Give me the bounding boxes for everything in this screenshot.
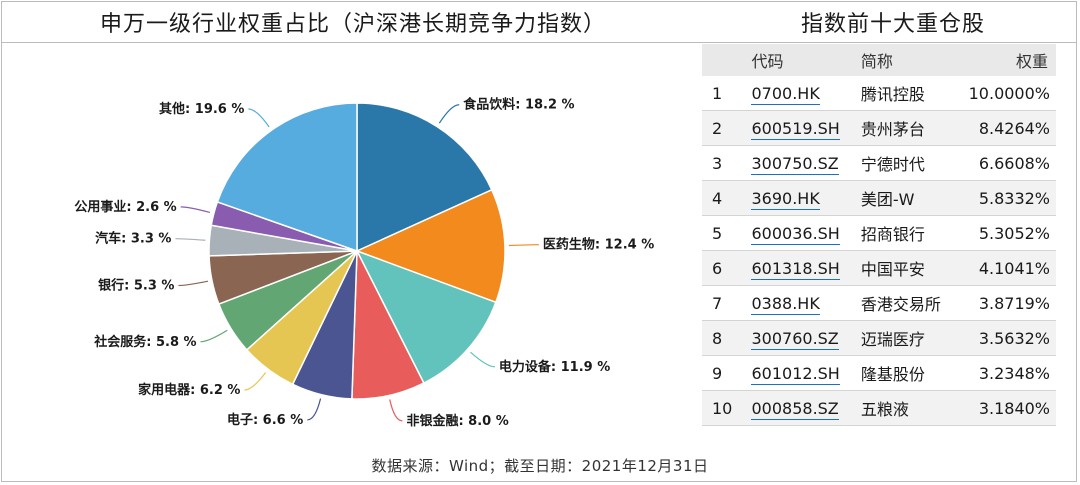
cell-name: 美团-W [860,180,969,216]
cell-code: 601318.SH [751,250,861,286]
table-body: 1 0700.HK 腾讯控股 10.0000% 2 600519.SH 贵州茅台 8.4264… [702,76,1056,426]
cell-name: 招商银行 [860,215,969,251]
table-title: 指数前十大重仓股 [800,12,985,37]
cell-index: 7 [702,285,752,321]
cell-code: 600036.SH [751,215,861,251]
pie-chart-title: 申万一级行业权重占比（沪深港长期竞争力指数） [99,12,606,37]
cell-index: 3 [702,145,752,181]
cell-index: 4 [702,180,752,216]
title-divider [1,42,1077,43]
pie-slice-label: 电子: 6.6 % [227,412,303,428]
pie-leader-line [244,372,267,391]
table-row: 10 000858.SZ 五粮液 3.1840% [702,390,1056,426]
cell-name: 腾讯控股 [860,76,969,111]
pie-slice [355,249,497,385]
cell-name: 隆基股份 [860,355,969,391]
stock-code-link[interactable]: 0388.HK [751,293,820,315]
stock-code-link[interactable]: 3690.HK [751,188,820,210]
table-row: 1 0700.HK 腾讯控股 10.0000% [702,76,1056,111]
stock-code-link[interactable]: 300750.SZ [751,153,839,175]
source-note: 数据来源：Wind；截至日期：2021年12月31日 [371,457,709,475]
pie-slice [355,188,506,304]
pie-slice-label: 电力设备: 11.9 % [499,359,610,375]
stock-code-link[interactable]: 600036.SH [751,223,840,245]
stock-code-link[interactable]: 000858.SZ [751,398,839,420]
top-holdings-table: 代码 简称 权重 1 0700.HK 腾讯控股 10.0000% 2 600519.SH 贵… [702,44,1056,426]
pie-leader-line [307,398,322,421]
cell-index: 8 [702,320,752,356]
cell-index: 10 [702,390,752,426]
cell-code: 600519.SH [751,110,861,146]
pie-leader-line [389,399,403,422]
pie-slice-label: 公用事业: 2.6 % [74,199,176,215]
cell-weight: 5.3052% [968,215,1056,251]
pie-slice-label: 其他: 19.6 % [159,101,244,117]
cell-code: 0700.HK [751,76,861,111]
cell-code: 300760.SZ [751,320,861,356]
pie-slice-label: 社会服务: 5.8 % [93,334,196,350]
cell-weight: 5.8332% [968,180,1056,216]
pie-slice-label: 银行: 5.3 % [98,278,174,294]
cell-weight: 4.1041% [968,250,1056,286]
table-row: 4 3690.HK 美团-W 5.8332% [702,180,1056,216]
cell-index: 1 [702,76,752,111]
pie-leader-line [180,206,211,214]
cell-weight: 10.0000% [968,76,1056,111]
cell-code: 300750.SZ [751,145,861,181]
cell-index: 6 [702,250,752,286]
stock-code-link[interactable]: 300760.SZ [751,328,839,350]
cell-name: 中国平安 [860,250,969,286]
pie-slice-label: 食品饮料: 18.2 % [463,97,574,113]
cell-name: 五粮液 [860,390,969,426]
cell-code: 601012.SH [751,355,861,391]
pie-slice-label: 汽车: 3.3 % [95,231,171,247]
cell-weight: 6.6608% [968,145,1056,181]
pie-slice-label: 医药生物: 12.4 % [543,237,654,253]
table-row: 6 601318.SH 中国平安 4.1041% [702,250,1056,286]
pie-leader-line [200,329,228,343]
cell-name: 贵州茅台 [860,110,969,146]
header-name: 简称 [860,52,893,71]
stock-code-link[interactable]: 601012.SH [751,363,840,385]
header-weight: 权重 [1015,52,1048,71]
header-index [702,44,751,76]
cell-name: 香港交易所 [860,285,969,321]
table-row: 3 300750.SZ 宁德时代 6.6608% [702,145,1056,181]
pie-leader-line [178,280,209,287]
cell-code: 3690.HK [751,180,861,216]
industry-pie-chart: 食品饮料: 18.2 % 医药生物: 12.4 % 电力设备: 11.9 % 非银金融… [74,97,654,429]
pie-leader-line [248,108,270,128]
pie-leader-line [438,104,460,124]
table-row: 2 600519.SH 贵州茅台 8.4264% [702,110,1056,146]
stock-code-link[interactable]: 0700.HK [751,83,820,105]
pie-leader-line [508,244,539,247]
cell-index: 2 [702,110,752,146]
pie-leader-line [175,238,206,241]
stock-code-link[interactable]: 601318.SH [751,258,840,280]
pie-slice-label: 非银金融: 8.0 % [406,413,508,429]
cell-weight: 3.8719% [968,285,1056,321]
header-code: 代码 [751,52,784,71]
pie-slice-label: 家用电器: 6.2 % [138,382,240,398]
cell-weight: 3.1840% [968,390,1056,426]
pie-leader-line [470,351,495,368]
cell-code: 000858.SZ [751,390,861,426]
cell-weight: 8.4264% [968,110,1056,146]
stock-code-link[interactable]: 600519.SH [751,118,840,140]
table-header-row: 代码 简称 权重 [702,44,1056,76]
table-row: 9 601012.SH 隆基股份 3.2348% [702,355,1056,391]
table-row: 8 300760.SZ 迈瑞医疗 3.5632% [702,320,1056,356]
cell-weight: 3.2348% [968,355,1056,391]
table-row: 7 0388.HK 香港交易所 3.8719% [702,285,1056,321]
table-row: 5 600036.SH 招商银行 5.3052% [702,215,1056,251]
cell-name: 宁德时代 [860,145,969,181]
cell-name: 迈瑞医疗 [860,320,969,356]
cell-weight: 3.5632% [968,320,1056,356]
cell-index: 5 [702,215,752,251]
cell-index: 9 [702,355,752,391]
cell-code: 0388.HK [751,285,861,321]
pie-slice [216,102,358,253]
pie-slice [356,102,493,253]
